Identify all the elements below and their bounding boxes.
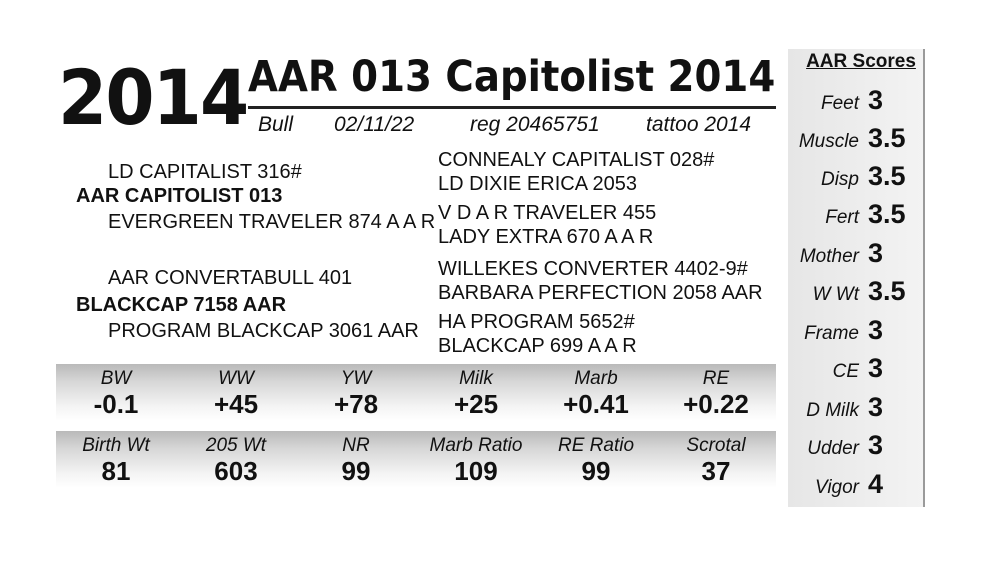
- score-row-feet: Feet 3: [788, 83, 923, 121]
- title-divider: [248, 106, 776, 109]
- sire-sire-sire: CONNEALY CAPITALIST 028#: [438, 149, 715, 171]
- perf-cell-birth-wt: Birth Wt 81: [56, 431, 176, 485]
- epd-value: +45: [213, 389, 259, 419]
- dam-dam-sire: HA PROGRAM 5652#: [438, 311, 635, 333]
- epd-band: BW -0.1 WW +45 YW +78 Milk +25 Marb +0.4…: [56, 364, 776, 421]
- score-row-muscle: Muscle 3.5: [788, 121, 923, 159]
- sire: AAR CAPITOLIST 013: [76, 185, 283, 207]
- score-label: D Milk: [806, 400, 859, 421]
- epd-value: +25: [453, 389, 499, 419]
- epd-label: RE: [702, 368, 730, 389]
- epd-value: +0.41: [563, 389, 629, 419]
- epd-cell-bw: BW -0.1: [56, 364, 176, 418]
- score-value: 3: [868, 238, 884, 268]
- perf-cell-scrotal: Scrotal 37: [656, 431, 776, 485]
- perf-value: 99: [581, 456, 611, 486]
- aar-scores-panel: [788, 49, 925, 507]
- epd-cell-ww: WW +45: [176, 364, 296, 418]
- perf-cell-re-ratio: RE Ratio 99: [536, 431, 656, 485]
- perf-label: RE Ratio: [557, 435, 635, 456]
- score-label: Mother: [799, 246, 859, 267]
- sire-dam-dam: LADY EXTRA 670 A A R: [438, 226, 654, 248]
- epd-cell-yw: YW +78: [296, 364, 416, 418]
- dam-sire-sire: WILLEKES CONVERTER 4402-9#: [438, 258, 748, 280]
- score-label: W Wt: [812, 284, 859, 305]
- dam-sire-dam: BARBARA PERFECTION 2058 AAR: [438, 282, 763, 304]
- perf-value: 99: [341, 456, 371, 486]
- perf-cell-205-wt: 205 Wt 603: [176, 431, 296, 485]
- lot-number: 2014: [58, 53, 249, 142]
- perf-value: 109: [454, 456, 498, 486]
- dam-sire: AAR CONVERTABULL 401: [108, 267, 353, 289]
- perf-label: Birth Wt: [82, 435, 150, 456]
- animal-info-line: Bull 02/11/22 reg 20465751 tattoo 2014: [258, 110, 778, 140]
- perf-cell-nr: NR 99: [296, 431, 416, 485]
- perf-value: 603: [214, 456, 258, 486]
- perf-label: 205 Wt: [205, 435, 267, 456]
- score-value: 4: [868, 469, 884, 499]
- epd-cell-marb: Marb +0.41: [536, 364, 656, 418]
- epd-label: Marb: [574, 368, 618, 389]
- score-label: Fert: [825, 207, 859, 228]
- perf-label: NR: [342, 435, 370, 456]
- perf-label: Marb Ratio: [429, 435, 523, 456]
- score-value: 3: [868, 315, 884, 345]
- score-row-udder: Udder 3: [788, 428, 923, 466]
- score-value: 3: [868, 392, 884, 422]
- dam-dam: PROGRAM BLACKCAP 3061 AAR: [108, 320, 419, 342]
- performance-band: Birth Wt 81 205 Wt 603 NR 99 Marb Ratio …: [56, 431, 776, 488]
- sire-sire: LD CAPITALIST 316#: [108, 161, 302, 183]
- epd-label: BW: [100, 368, 132, 389]
- perf-value: 37: [701, 456, 731, 486]
- score-label: Vigor: [814, 477, 859, 498]
- score-value: 3.5: [868, 123, 906, 153]
- animal-name: AAR 013 Capitolist 2014: [248, 52, 776, 102]
- epd-value: +78: [333, 389, 379, 419]
- score-label: Udder: [807, 438, 859, 459]
- sire-dam-sire: V D A R TRAVELER 455: [438, 202, 657, 224]
- score-value: 3.5: [868, 161, 906, 191]
- score-value: 3.5: [868, 276, 906, 306]
- score-row-fert: Fert 3.5: [788, 197, 923, 235]
- epd-cell-milk: Milk +25: [416, 364, 536, 418]
- epd-label: WW: [218, 368, 254, 389]
- epd-label: YW: [340, 368, 372, 389]
- score-row-disp: Disp 3.5: [788, 159, 923, 197]
- dam: BLACKCAP 7158 AAR: [76, 294, 287, 316]
- tattoo: tattoo 2014: [646, 113, 752, 136]
- sex-label: Bull: [258, 113, 294, 136]
- score-label: Disp: [820, 169, 859, 190]
- epd-cell-re: RE +0.22: [656, 364, 776, 418]
- aar-scores-title: AAR Scores: [806, 51, 916, 72]
- sire-sire-dam: LD DIXIE ERICA 2053: [438, 173, 637, 195]
- birth-date: 02/11/22: [334, 113, 415, 136]
- dam-dam-dam: BLACKCAP 699 A A R: [438, 335, 637, 357]
- score-value: 3: [868, 85, 884, 115]
- score-row-frame: Frame 3: [788, 313, 923, 351]
- score-row-d-milk: D Milk 3: [788, 390, 923, 428]
- score-label: Muscle: [798, 131, 859, 152]
- registration-number: reg 20465751: [470, 113, 600, 136]
- perf-cell-marb-ratio: Marb Ratio 109: [416, 431, 536, 485]
- epd-value: +0.22: [683, 389, 749, 419]
- epd-label: Milk: [459, 368, 493, 389]
- epd-value: -0.1: [93, 389, 139, 419]
- score-label: Feet: [820, 93, 859, 114]
- score-label: CE: [832, 361, 859, 382]
- score-row-ce: CE 3: [788, 351, 923, 389]
- score-value: 3: [868, 353, 884, 383]
- score-value: 3: [868, 430, 884, 460]
- score-row-vigor: Vigor 4: [788, 467, 923, 505]
- score-label: Frame: [804, 323, 859, 344]
- score-value: 3.5: [868, 199, 906, 229]
- sire-dam: EVERGREEN TRAVELER 874 A A R: [108, 211, 436, 233]
- score-row-mother: Mother 3: [788, 236, 923, 274]
- score-row-w-wt: W Wt 3.5: [788, 274, 923, 312]
- perf-label: Scrotal: [686, 435, 746, 456]
- perf-value: 81: [101, 456, 131, 486]
